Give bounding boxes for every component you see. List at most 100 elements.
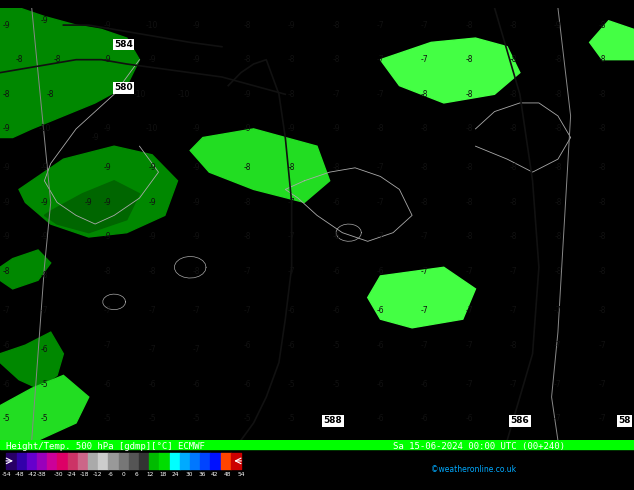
Text: -8: -8 <box>421 124 429 133</box>
Text: 48: 48 <box>224 472 231 477</box>
Text: -9: -9 <box>104 124 112 133</box>
Text: -10: -10 <box>38 124 51 133</box>
Text: -5: -5 <box>104 414 112 423</box>
Text: -7: -7 <box>554 341 562 350</box>
Text: -6: -6 <box>377 380 384 389</box>
Text: -8: -8 <box>332 163 340 172</box>
Text: -5: -5 <box>41 414 48 423</box>
Text: -9: -9 <box>193 55 200 64</box>
Text: 58: 58 <box>618 416 631 425</box>
Text: -7: -7 <box>243 267 251 276</box>
Text: -6: -6 <box>377 341 384 350</box>
Text: -30: -30 <box>54 472 63 477</box>
Text: -7: -7 <box>554 414 562 423</box>
Text: -6: -6 <box>377 414 384 423</box>
Text: -8: -8 <box>510 163 517 172</box>
Text: -7: -7 <box>288 232 295 242</box>
Text: -5: -5 <box>41 380 48 389</box>
Text: -10: -10 <box>146 21 158 29</box>
Text: 588: 588 <box>323 416 342 425</box>
Text: -6: -6 <box>3 341 10 350</box>
Text: -7: -7 <box>104 306 112 315</box>
Text: -9: -9 <box>193 21 200 29</box>
Text: -8: -8 <box>598 163 606 172</box>
Text: -8: -8 <box>288 163 295 172</box>
Text: -9: -9 <box>148 232 156 242</box>
Polygon shape <box>0 375 89 440</box>
Text: -8: -8 <box>53 55 61 64</box>
Text: -5: -5 <box>288 414 295 423</box>
Text: -8: -8 <box>465 21 473 29</box>
Text: -8: -8 <box>554 163 562 172</box>
Text: -5: -5 <box>332 414 340 423</box>
Text: -8: -8 <box>288 90 295 99</box>
Text: -7: -7 <box>288 198 295 207</box>
Text: -8: -8 <box>104 267 112 276</box>
Text: -7: -7 <box>193 345 200 354</box>
Text: -8: -8 <box>243 232 251 242</box>
Text: -10: -10 <box>146 124 158 133</box>
Text: -8: -8 <box>465 163 473 172</box>
Polygon shape <box>0 8 139 138</box>
Text: -38: -38 <box>36 472 46 477</box>
Text: -7: -7 <box>377 232 384 242</box>
Text: -12: -12 <box>93 472 102 477</box>
Text: -8: -8 <box>332 21 340 29</box>
Text: -8: -8 <box>47 90 55 99</box>
Text: -6: -6 <box>3 380 10 389</box>
Text: -8: -8 <box>510 90 517 99</box>
Text: 584: 584 <box>114 40 133 49</box>
Text: -9: -9 <box>193 124 200 133</box>
Text: -8: -8 <box>41 271 48 280</box>
Text: -6: -6 <box>332 198 340 207</box>
Text: -7: -7 <box>377 21 384 29</box>
Text: -8: -8 <box>465 232 473 242</box>
Text: -9: -9 <box>104 21 112 29</box>
Text: -8: -8 <box>598 306 606 315</box>
Text: 580: 580 <box>114 83 133 92</box>
Text: -7: -7 <box>421 306 429 315</box>
Text: -8: -8 <box>421 163 429 172</box>
Text: -9: -9 <box>104 163 112 172</box>
Text: -9: -9 <box>91 133 99 142</box>
Text: -8: -8 <box>3 90 10 99</box>
Text: -8: -8 <box>598 90 606 99</box>
Text: -9: -9 <box>193 163 200 172</box>
Text: -6: -6 <box>465 414 473 423</box>
Text: -6: -6 <box>41 345 48 354</box>
Text: -9: -9 <box>3 163 10 172</box>
Text: -7: -7 <box>148 345 156 354</box>
Text: -7: -7 <box>3 306 10 315</box>
Text: -9: -9 <box>41 163 48 172</box>
Text: -7: -7 <box>421 341 429 350</box>
Text: -8: -8 <box>554 124 562 133</box>
Text: 586: 586 <box>510 416 529 425</box>
Text: -7: -7 <box>243 306 251 315</box>
Text: -9: -9 <box>193 232 200 242</box>
Text: -6: -6 <box>332 306 340 315</box>
Bar <box>0 440 634 449</box>
Text: -9: -9 <box>148 55 156 64</box>
Text: -5: -5 <box>3 414 10 423</box>
Text: -8: -8 <box>243 21 251 29</box>
Text: -8: -8 <box>465 90 473 99</box>
Text: -8: -8 <box>288 55 295 64</box>
Text: -7: -7 <box>598 380 606 389</box>
Text: -8: -8 <box>377 124 384 133</box>
Text: -7: -7 <box>465 267 473 276</box>
Text: 24: 24 <box>172 472 179 477</box>
Text: -7: -7 <box>148 306 156 315</box>
Text: -7: -7 <box>377 198 384 207</box>
Text: -8: -8 <box>510 341 517 350</box>
Polygon shape <box>19 146 178 237</box>
Text: -9: -9 <box>148 163 156 172</box>
Text: -6: -6 <box>108 472 113 477</box>
Text: -6: -6 <box>148 380 156 389</box>
Text: -9: -9 <box>193 198 200 207</box>
Polygon shape <box>590 21 634 60</box>
Text: -8: -8 <box>243 163 251 172</box>
Text: -24: -24 <box>67 472 76 477</box>
Text: -9: -9 <box>243 90 251 99</box>
Text: -8: -8 <box>148 267 156 276</box>
Text: -8: -8 <box>554 232 562 242</box>
